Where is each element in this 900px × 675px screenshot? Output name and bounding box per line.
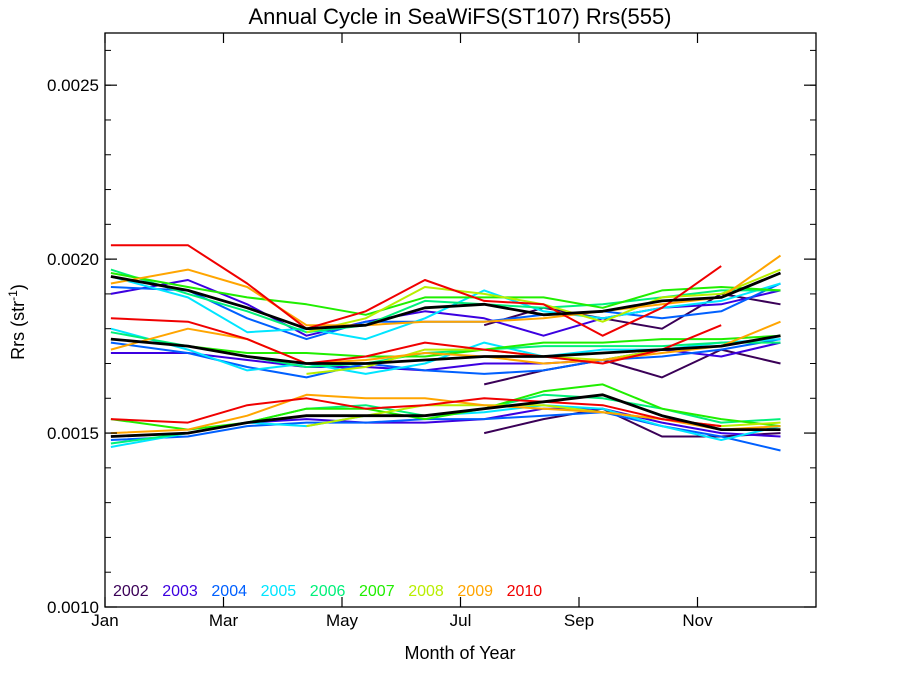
series-line-2002-mid: [483, 348, 781, 386]
x-tick-label: Jul: [450, 611, 472, 630]
legend-entry-2010: 2010: [507, 583, 543, 600]
series-layer: [110, 244, 782, 452]
series-line-2002-upper: [483, 292, 781, 330]
legend-entry-2006: 2006: [310, 583, 346, 600]
ticks-layer: Jan Mar May Jul Sep Nov 0.0010 0.0015 0.0020 0.00…: [47, 33, 816, 630]
legend-entry-2005: 2005: [261, 583, 297, 600]
series-2010: [110, 244, 722, 428]
plot-area: Jan Mar May Jul Sep Nov 0.0010 0.0015 0.0020 0.00…: [47, 32, 817, 630]
series-line-2010-lower: [110, 397, 722, 428]
series-line-2009-upper: [110, 254, 782, 327]
x-tick-label: Sep: [564, 611, 594, 630]
series-line-mean-upper: [110, 271, 782, 331]
y-axis-label-close: ): [8, 284, 28, 290]
y-tick-label: 0.0015: [47, 424, 99, 443]
x-tick-label: Mar: [209, 611, 239, 630]
series-line-2002-lower: [483, 407, 781, 438]
series-line-2004-mid: [110, 338, 781, 379]
x-tick-label: May: [326, 611, 359, 630]
y-tick-label: 0.0010: [47, 598, 99, 617]
legend-entry-2007: 2007: [359, 583, 395, 600]
x-axis-label: Month of Year: [404, 643, 515, 663]
y-axis-label-superscript: -1: [6, 290, 20, 301]
series-line-2010-upper: [110, 244, 722, 337]
series-line-mean-mid: [110, 334, 781, 365]
legend-entry-2004: 2004: [211, 583, 247, 600]
x-tick-label: Nov: [682, 611, 713, 630]
series-line-2003-mid: [110, 341, 781, 372]
legend: 2002 2003 2004 2005 2006 2007 2008 2009 2010: [113, 583, 542, 600]
legend-entry-2008: 2008: [408, 583, 444, 600]
series-mean: [110, 271, 782, 438]
legend-entry-2003: 2003: [162, 583, 198, 600]
y-axis-label: Rrs (str-1): [6, 284, 28, 360]
x-tick-label: Jan: [91, 611, 118, 630]
legend-entry-2002: 2002: [113, 583, 149, 600]
series-line-2005-upper: [110, 275, 781, 341]
series-line-2009-mid: [110, 320, 781, 365]
series-line-2007-upper: [110, 272, 781, 316]
y-axis-label-main: Rrs (str: [8, 301, 28, 360]
plot-frame: [104, 32, 817, 608]
series-line-mean-lower: [110, 393, 781, 438]
series-line-2007-mid: [110, 334, 781, 358]
series-2002: [483, 292, 781, 438]
legend-entry-2009: 2009: [457, 583, 493, 600]
series-line-2010-mid: [110, 317, 722, 365]
y-tick-label: 0.0025: [47, 76, 99, 95]
chart-title: Annual Cycle in SeaWiFS(ST107) Rrs(555): [248, 4, 671, 29]
y-tick-label: 0.0020: [47, 250, 99, 269]
